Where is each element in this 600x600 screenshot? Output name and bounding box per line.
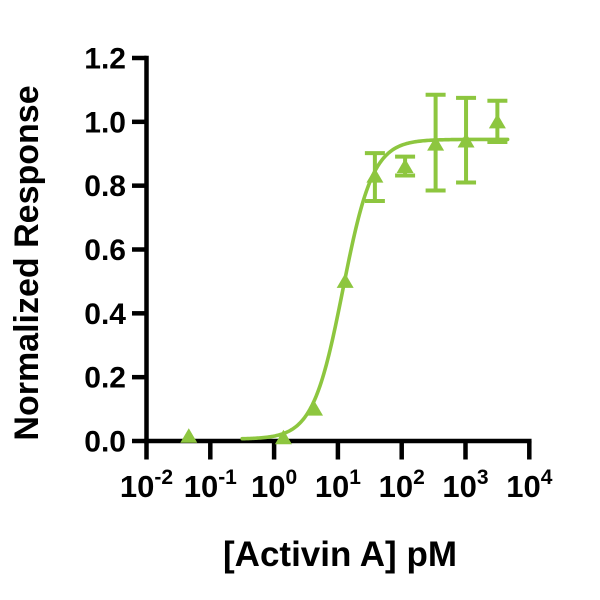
data-point-marker: [427, 136, 445, 151]
axes-layer: 0.0 0.2 0.4 0.6 0.8 1.0 1.2 10-2 10-1 100 101 102 10…: [84, 42, 552, 504]
y-tick-label: 0.6: [84, 234, 126, 267]
x-tick-label: 10-2: [120, 466, 173, 504]
data-point-marker: [396, 158, 414, 174]
y-tick-label: 0.4: [84, 298, 126, 331]
y-axis-title: Normalized Response: [8, 85, 46, 440]
x-tick-label: 103: [442, 466, 488, 504]
data-point-marker: [366, 168, 384, 183]
data-points-layer: [180, 113, 506, 445]
x-tick-label: 10-1: [184, 466, 237, 504]
x-tick-label: 101: [315, 466, 361, 504]
data-point-marker: [274, 429, 292, 445]
data-point-marker: [306, 401, 324, 416]
x-tick-label: 102: [379, 466, 425, 504]
y-tick-label: 0.2: [84, 362, 126, 395]
y-tick-label: 1.2: [84, 42, 126, 75]
y-tick-label: 0.8: [84, 170, 126, 203]
y-tick-label: 1.0: [84, 106, 126, 139]
x-tick-label: 104: [506, 466, 552, 504]
x-axis-title: [Activin A] pM: [223, 535, 457, 574]
x-tick-label: 100: [251, 466, 297, 504]
data-point-marker: [457, 132, 475, 148]
y-tick-label: 0.0: [84, 426, 126, 459]
data-point-marker: [180, 428, 198, 443]
data-point-marker: [488, 113, 506, 129]
data-point-marker: [336, 273, 354, 288]
